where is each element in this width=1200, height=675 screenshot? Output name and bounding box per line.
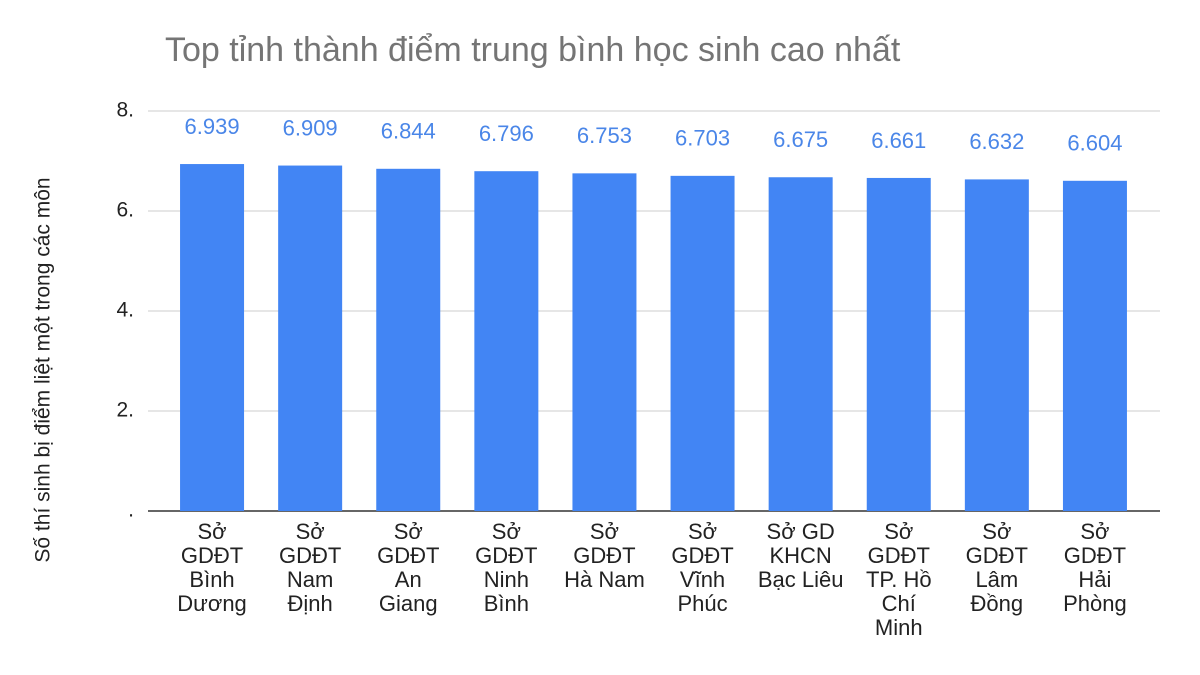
bar bbox=[180, 164, 245, 512]
x-tick-label: Sở GDĐT Hà Nam bbox=[564, 519, 645, 592]
bar bbox=[670, 175, 735, 511]
y-tick-label: . bbox=[128, 499, 134, 522]
bar bbox=[376, 168, 441, 512]
value-label: 6.604 bbox=[1067, 131, 1122, 156]
value-label: 6.703 bbox=[675, 126, 730, 151]
value-label: 6.844 bbox=[381, 119, 436, 144]
x-tick-label: Sở GDĐT Bình Dương bbox=[177, 519, 247, 616]
bar bbox=[474, 171, 539, 511]
bar bbox=[572, 173, 637, 511]
x-tick-label: Sở GDĐT An Giang bbox=[377, 519, 440, 616]
bar bbox=[278, 165, 343, 512]
bar bbox=[866, 177, 931, 511]
bar bbox=[1062, 180, 1127, 512]
bar bbox=[768, 177, 833, 511]
y-axis-label: Số thí sinh bị điểm liệt một trong các m… bbox=[32, 177, 55, 562]
value-label: 6.939 bbox=[185, 114, 240, 139]
bar bbox=[964, 179, 1029, 511]
y-tick-label: 8. bbox=[116, 99, 134, 122]
x-tick-label: Sở GDĐT Ninh Bình bbox=[475, 519, 538, 616]
chart-title: Top tỉnh thành điểm trung bình học sinh … bbox=[165, 31, 901, 69]
x-tick-label: Sở GDĐT Lâm Đồng bbox=[965, 519, 1028, 616]
x-tick-label: Sở GD KHCN Bạc Liêu bbox=[757, 519, 844, 592]
value-label: 6.675 bbox=[773, 127, 828, 152]
x-tick-label: Sở GDĐT Hải Phòng bbox=[1063, 519, 1127, 616]
value-label: 6.661 bbox=[871, 128, 926, 153]
x-tick-label: Sở GDĐT Nam Định bbox=[278, 519, 342, 616]
value-label: 6.753 bbox=[577, 123, 632, 148]
y-tick-label: 2. bbox=[116, 399, 134, 422]
value-label: 6.796 bbox=[479, 121, 534, 146]
y-tick-label: 4. bbox=[116, 299, 134, 322]
value-label: 6.632 bbox=[969, 129, 1024, 154]
x-tick-label: Sở GDĐT TP. Hồ Chí Minh bbox=[865, 519, 932, 640]
value-label: 6.909 bbox=[283, 115, 338, 140]
y-tick-label: 6. bbox=[116, 199, 134, 222]
x-tick-label: Sở GDĐT Vĩnh Phúc bbox=[671, 519, 734, 616]
